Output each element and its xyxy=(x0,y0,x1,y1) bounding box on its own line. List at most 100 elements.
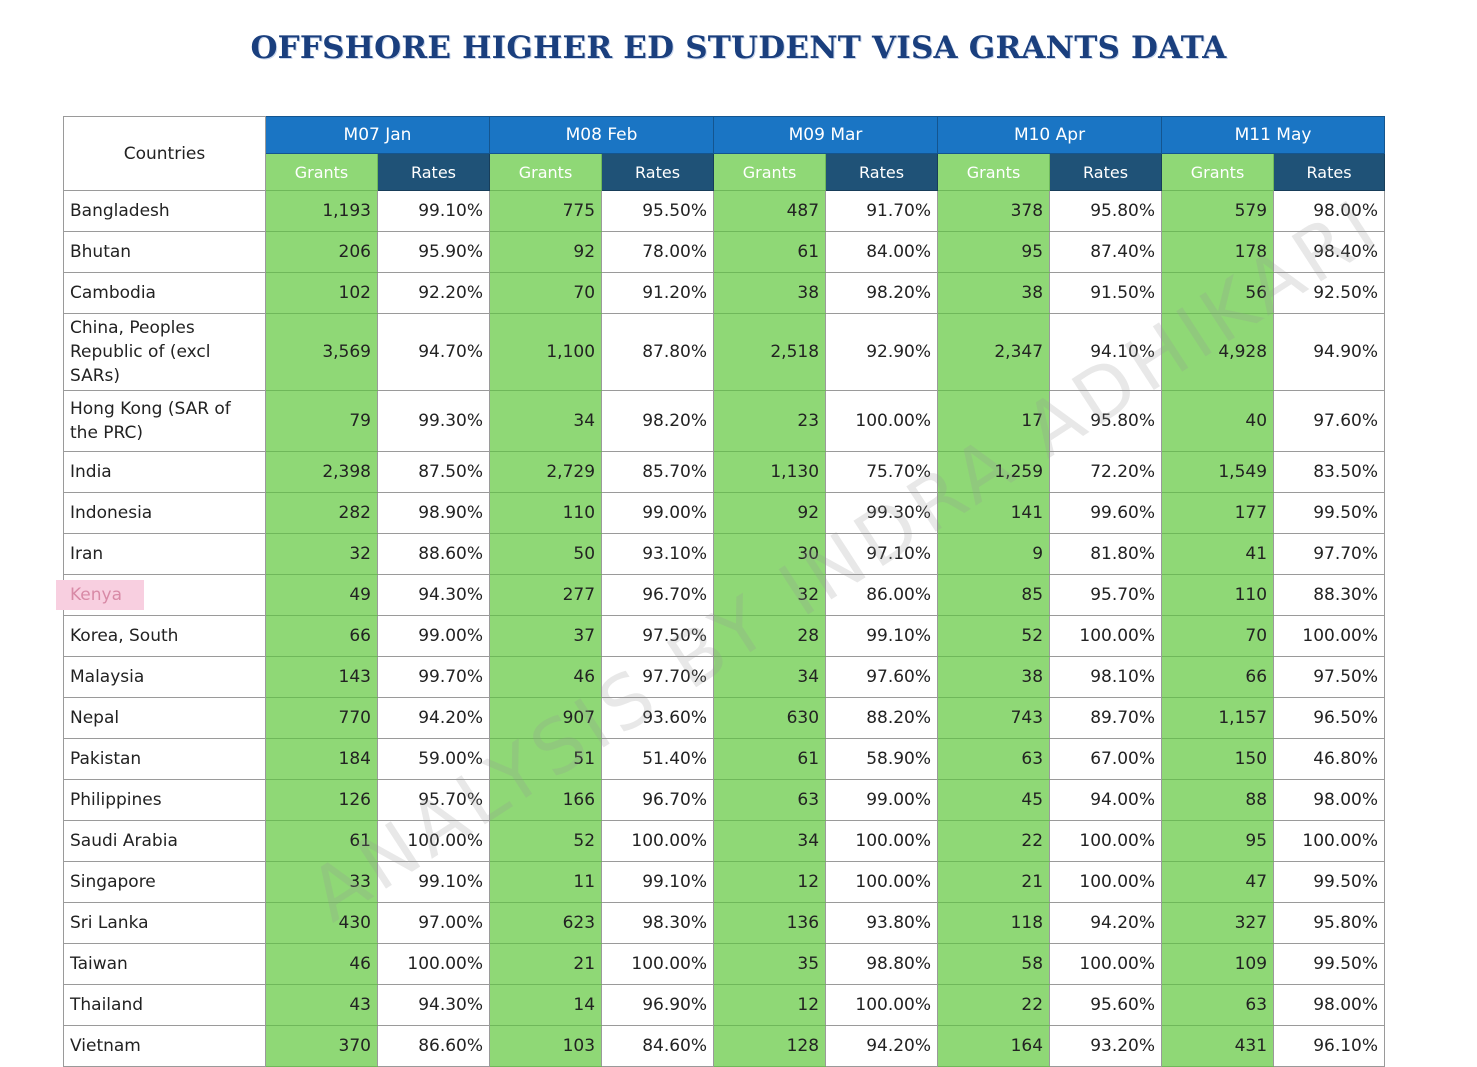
rate-cell: 100.00% xyxy=(1049,943,1163,985)
grants-cell: 9 xyxy=(937,533,1051,575)
grants-cell: 118 xyxy=(937,902,1051,944)
rate-cell: 91.50% xyxy=(1049,272,1163,314)
month-header: M07 Jan xyxy=(264,116,491,154)
grants-cell: 1,549 xyxy=(1161,451,1275,493)
rate-cell: 83.50% xyxy=(1273,451,1386,493)
rate-cell: 92.50% xyxy=(1273,272,1386,314)
grants-header: Grants xyxy=(265,153,378,191)
country-label: Vietnam xyxy=(70,1036,141,1056)
country-label: Bhutan xyxy=(70,242,132,262)
country-cell: Malaysia xyxy=(63,656,266,698)
table-row: Thailand 43 94.30% 14 96.90% 12 100.00% 22 95.60… xyxy=(63,984,1386,1026)
rate-cell: 95.80% xyxy=(1273,902,1386,944)
grants-cell: 92 xyxy=(713,492,827,534)
grants-cell: 370 xyxy=(265,1025,378,1067)
rate-cell: 94.10% xyxy=(1049,313,1163,391)
country-cell: India xyxy=(63,451,266,493)
country-label: China, Peoples Republic of (excl SARs) xyxy=(70,318,211,386)
grants-cell: 38 xyxy=(713,272,827,314)
rate-cell: 88.30% xyxy=(1273,574,1386,616)
rate-cell: 97.10% xyxy=(825,533,939,575)
country-cell: Saudi Arabia xyxy=(63,820,266,862)
rate-cell: 96.90% xyxy=(601,984,715,1026)
rate-cell: 99.10% xyxy=(376,190,491,232)
rate-cell: 99.10% xyxy=(601,861,715,903)
grants-cell: 102 xyxy=(265,272,378,314)
country-cell: Bangladesh xyxy=(63,190,266,232)
table-row: Philippines 126 95.70% 166 96.70% 63 99.00% 45 9… xyxy=(63,779,1386,821)
grants-cell: 38 xyxy=(937,272,1051,314)
country-label: Iran xyxy=(70,544,104,564)
country-label: Thailand xyxy=(70,995,144,1015)
grants-cell: 37 xyxy=(489,615,603,657)
grants-cell: 56 xyxy=(1161,272,1275,314)
grants-cell: 52 xyxy=(489,820,603,862)
rate-cell: 95.50% xyxy=(601,190,715,232)
table-row: China, Peoples Republic of (excl SARs) 3,… xyxy=(63,313,1386,391)
rate-cell: 98.00% xyxy=(1273,190,1386,232)
grants-cell: 579 xyxy=(1161,190,1275,232)
rate-cell: 78.00% xyxy=(601,231,715,273)
rate-cell: 97.60% xyxy=(825,656,939,698)
grants-cell: 775 xyxy=(489,190,603,232)
table-row: Taiwan 46 100.00% 21 100.00% 35 98.80% 58 100.00… xyxy=(63,943,1386,985)
table-row: Vietnam 370 86.60% 103 84.60% 128 94.20% 164 93.… xyxy=(63,1025,1386,1067)
grants-cell: 28 xyxy=(713,615,827,657)
rate-cell: 98.40% xyxy=(1273,231,1386,273)
grants-cell: 33 xyxy=(265,861,378,903)
rate-cell: 93.60% xyxy=(601,697,715,739)
rate-cell: 99.50% xyxy=(1273,943,1386,985)
rate-cell: 99.00% xyxy=(376,615,491,657)
grants-cell: 4,928 xyxy=(1161,313,1275,391)
grants-cell: 92 xyxy=(489,231,603,273)
rate-cell: 95.70% xyxy=(1049,574,1163,616)
grants-cell: 58 xyxy=(937,943,1051,985)
grants-cell: 43 xyxy=(265,984,378,1026)
rate-cell: 98.80% xyxy=(825,943,939,985)
rates-header: Rates xyxy=(1049,153,1163,191)
grants-cell: 630 xyxy=(713,697,827,739)
rate-cell: 96.50% xyxy=(1273,697,1386,739)
grants-cell: 40 xyxy=(1161,390,1275,452)
grants-cell: 70 xyxy=(1161,615,1275,657)
country-label: Bangladesh xyxy=(70,201,170,221)
table-row: Pakistan 184 59.00% 51 51.40% 61 58.90% 63 67.00… xyxy=(63,738,1386,780)
rate-cell: 95.90% xyxy=(376,231,491,273)
country-cell: Vietnam xyxy=(63,1025,266,1067)
grants-cell: 95 xyxy=(1161,820,1275,862)
rate-cell: 92.20% xyxy=(376,272,491,314)
month-header: M11 May xyxy=(1161,116,1386,154)
table-row: Malaysia 143 99.70% 46 97.70% 34 97.60% 38 98.10… xyxy=(63,656,1386,698)
country-label: Korea, South xyxy=(70,626,179,646)
grants-cell: 41 xyxy=(1161,533,1275,575)
grants-cell: 2,347 xyxy=(937,313,1051,391)
grants-cell: 177 xyxy=(1161,492,1275,534)
grants-cell: 47 xyxy=(1161,861,1275,903)
rates-header: Rates xyxy=(825,153,939,191)
grants-cell: 21 xyxy=(489,943,603,985)
rate-cell: 99.50% xyxy=(1273,861,1386,903)
grants-cell: 51 xyxy=(489,738,603,780)
grants-cell: 1,157 xyxy=(1161,697,1275,739)
rate-cell: 88.20% xyxy=(825,697,939,739)
rate-cell: 95.70% xyxy=(376,779,491,821)
table-row: Singapore 33 99.10% 11 99.10% 12 100.00% 21 100.… xyxy=(63,861,1386,903)
table-row: Cambodia 102 92.20% 70 91.20% 38 98.20% 38 91.50… xyxy=(63,272,1386,314)
grants-cell: 1,100 xyxy=(489,313,603,391)
grants-cell: 3,569 xyxy=(265,313,378,391)
grants-cell: 50 xyxy=(489,533,603,575)
rate-cell: 91.20% xyxy=(601,272,715,314)
rate-cell: 99.00% xyxy=(825,779,939,821)
rate-cell: 86.00% xyxy=(825,574,939,616)
rate-cell: 96.10% xyxy=(1273,1025,1386,1067)
grants-cell: 128 xyxy=(713,1025,827,1067)
rate-cell: 98.00% xyxy=(1273,984,1386,1026)
rate-cell: 87.40% xyxy=(1049,231,1163,273)
rate-cell: 99.30% xyxy=(825,492,939,534)
grants-cell: 66 xyxy=(265,615,378,657)
grants-cell: 21 xyxy=(937,861,1051,903)
rate-cell: 97.50% xyxy=(1273,656,1386,698)
rate-cell: 98.00% xyxy=(1273,779,1386,821)
rate-cell: 98.90% xyxy=(376,492,491,534)
table-row: Hong Kong (SAR of the PRC) 79 99.30% 34 98.2… xyxy=(63,390,1386,452)
